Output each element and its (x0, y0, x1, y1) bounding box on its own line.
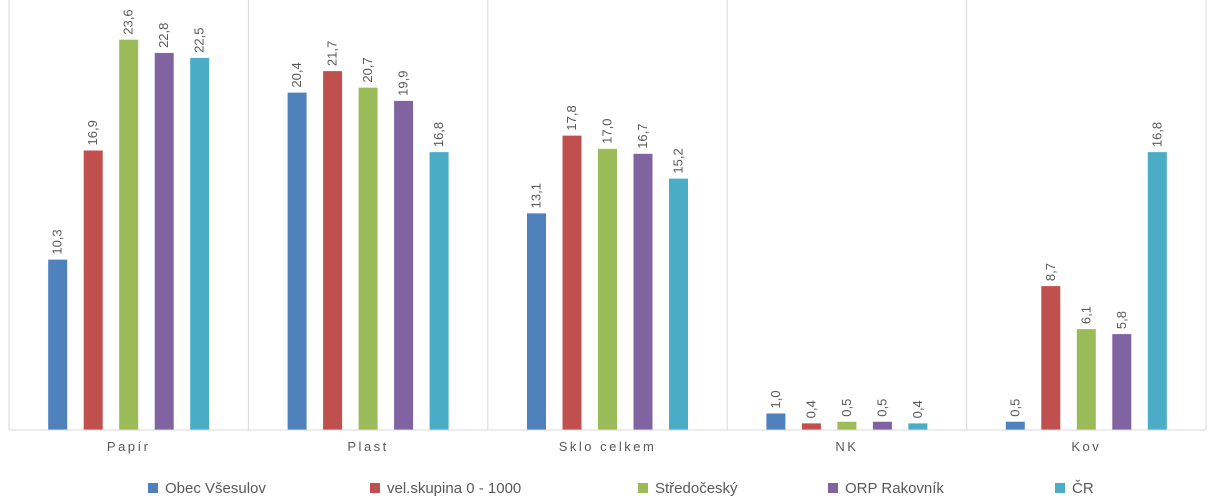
bar (766, 413, 786, 430)
legend-swatch (370, 483, 380, 493)
data-label: 17,8 (564, 105, 579, 130)
category-separators (8, 0, 1207, 430)
legend-label: ORP Rakovník (845, 480, 944, 497)
x-tick-label: Kov (1071, 439, 1101, 454)
bar (801, 423, 821, 430)
data-label: 16,8 (1149, 122, 1164, 147)
data-label: 22,5 (192, 28, 207, 53)
x-axis-tick-labels: Papír Plast Sklo celkem NK Kov (107, 439, 1101, 454)
bar (1005, 421, 1025, 430)
legend-label: Středočeský (655, 480, 738, 497)
bar (287, 92, 307, 431)
data-label: 22,8 (156, 23, 171, 48)
data-labels: 10,3 16,9 23,6 22,8 22,5 20,4 21,7 20,7 19,9 16,8… (50, 9, 1165, 418)
bar (154, 52, 174, 431)
bar (429, 152, 449, 430)
data-label: 20,7 (360, 57, 375, 82)
data-label: 5,8 (1114, 311, 1129, 329)
x-tick-label: Plast (347, 439, 388, 454)
data-label: 0,4 (910, 400, 925, 418)
x-tick-label: Papír (107, 439, 151, 454)
bar (1076, 329, 1096, 430)
bar (323, 71, 343, 431)
legend-label: vel.skupina 0 - 1000 (387, 480, 521, 497)
bar (83, 150, 103, 430)
x-tick-label: Sklo celkem (559, 439, 657, 454)
bar (48, 259, 68, 430)
legend-swatch (1055, 483, 1065, 493)
data-label: 21,7 (325, 41, 340, 66)
bar (190, 57, 210, 430)
bar (1112, 334, 1132, 430)
bars (48, 39, 1167, 431)
data-label: 16,9 (85, 120, 100, 145)
bar (527, 213, 546, 430)
data-label: 8,7 (1043, 263, 1058, 281)
data-label: 13,1 (529, 183, 544, 208)
legend-swatch (638, 483, 648, 493)
data-label: 20,4 (289, 62, 304, 87)
data-label: 23,6 (121, 9, 136, 34)
data-label: 6,1 (1078, 306, 1093, 324)
bar (598, 148, 617, 430)
legend: Obec Všesulov vel.skupina 0 - 1000 Středoč… (148, 480, 1094, 497)
bar (1041, 286, 1061, 430)
data-label: 16,7 (635, 123, 650, 148)
x-tick-label: NK (835, 439, 858, 454)
bar (669, 178, 688, 430)
bar (562, 135, 582, 430)
legend-swatch (148, 483, 158, 493)
bar (394, 100, 414, 430)
legend-label: ČR (1072, 480, 1094, 497)
data-label: 0,5 (874, 399, 889, 417)
data-label: 0,5 (1007, 399, 1022, 417)
bar (1147, 152, 1167, 430)
data-label: 1,0 (768, 390, 783, 408)
data-label: 0,4 (803, 400, 818, 418)
data-label: 16,8 (431, 122, 446, 147)
bar (358, 87, 378, 431)
legend-swatch (828, 483, 838, 493)
data-label: 15,2 (671, 148, 686, 173)
legend-label: Obec Všesulov (165, 480, 266, 497)
data-label: 10,3 (50, 229, 65, 254)
data-label: 17,0 (600, 119, 615, 144)
bar (908, 423, 928, 430)
data-label: 0,5 (839, 399, 854, 417)
bar (633, 153, 653, 430)
bar (872, 421, 892, 430)
data-label: 19,9 (396, 71, 411, 96)
bar (119, 39, 139, 430)
bar (837, 421, 857, 430)
